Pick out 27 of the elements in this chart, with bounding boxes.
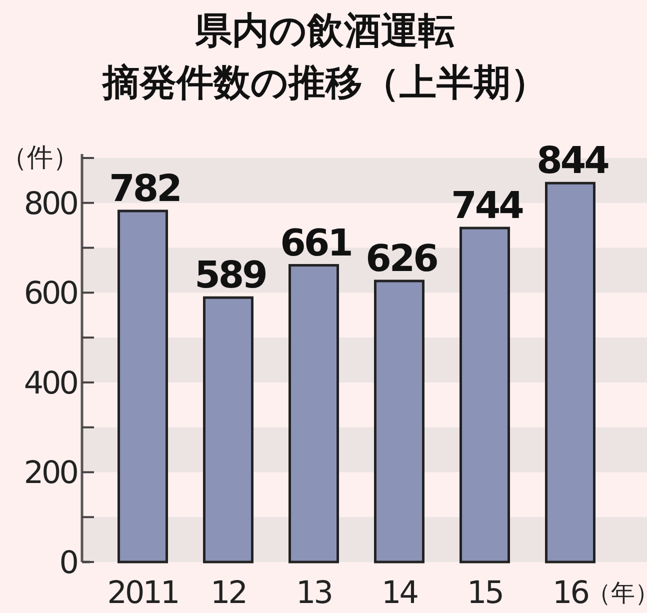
data-label: 626 xyxy=(366,236,438,280)
data-label: 661 xyxy=(280,221,352,264)
x-tick-label: 15 xyxy=(467,575,503,611)
x-tick-label: 16 xyxy=(552,575,588,611)
bar xyxy=(288,264,339,564)
y-tick-label: 0 xyxy=(59,545,78,581)
bar xyxy=(118,210,168,564)
data-label: 844 xyxy=(536,139,610,182)
y-tick-label: 200 xyxy=(24,455,78,492)
bar xyxy=(460,226,510,564)
x-tick-label: 14 xyxy=(382,575,418,611)
x-axis-title: （年） xyxy=(587,579,647,607)
y-axis-title: （件） xyxy=(1,143,79,173)
y-tick-label: 400 xyxy=(24,365,78,402)
bar xyxy=(374,280,424,564)
chart-title: 県内の飲酒運転 xyxy=(194,9,455,52)
bar xyxy=(203,296,254,564)
data-label: 744 xyxy=(451,184,524,228)
x-tick-label: 13 xyxy=(296,575,332,611)
y-tick-label: 800 xyxy=(24,186,78,222)
bar xyxy=(545,182,596,564)
y-tick-label: 600 xyxy=(24,276,78,312)
chart-subtitle: 摘発件数の推移（上半期） xyxy=(102,61,548,104)
x-tick-label: 12 xyxy=(210,575,246,611)
data-label: 589 xyxy=(194,254,266,297)
x-tick-label: 2011 xyxy=(107,575,178,611)
data-label: 782 xyxy=(109,166,180,210)
